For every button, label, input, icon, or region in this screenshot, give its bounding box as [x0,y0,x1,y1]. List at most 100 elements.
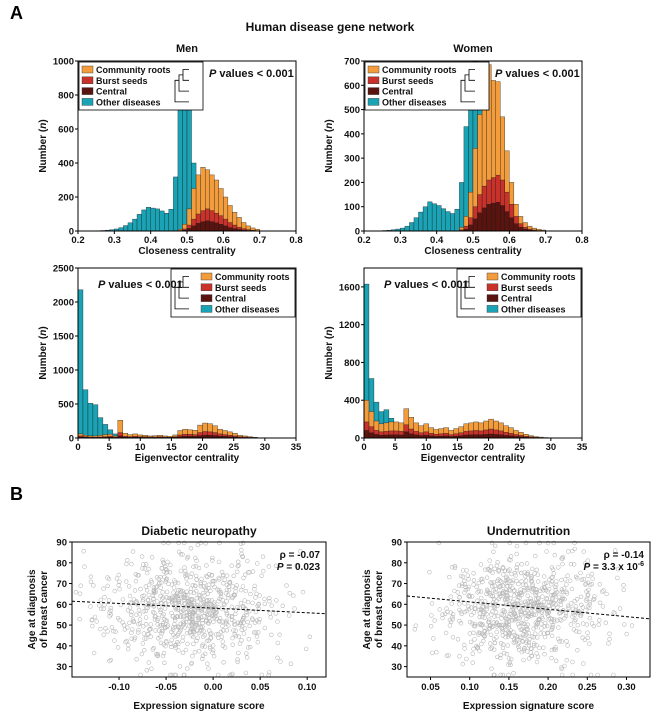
diabetic-neuropathy-point [243,670,249,676]
undernutrition-title: Undernutrition [487,524,570,538]
diabetic-neuropathy-point [130,617,136,622]
undernutrition-point [471,630,476,635]
undernutrition-point [532,631,538,636]
undernutrition-point [506,557,512,562]
women-closeness-xtick-label: 0.5 [466,235,480,246]
undernutrition-point [540,616,545,621]
undernutrition-point [518,611,524,617]
diabetic-neuropathy-point [201,590,206,596]
men-eigenvector-ytick-label: 500 [58,400,74,411]
undernutrition-point [523,640,529,645]
undernutrition-point [488,632,494,638]
undernutrition-point [519,609,524,614]
diabetic-neuropathy-point [192,583,198,588]
diabetic-neuropathy-point [203,541,208,546]
diabetic-neuropathy-point [216,599,221,604]
undernutrition-point [503,578,508,584]
men-closeness-ytick-label: 800 [58,91,74,102]
diabetic-neuropathy-xtick-label: 0.10 [298,682,317,693]
diabetic-neuropathy-point [94,619,99,624]
undernutrition-point [578,594,584,599]
undernutrition-point [516,581,521,587]
diabetic-neuropathy-point [195,542,201,548]
diabetic-neuropathy-point [245,655,250,660]
undernutrition-point [522,599,528,604]
diabetic-neuropathy-point [188,629,193,634]
undernutrition-point [538,631,543,636]
diabetic-neuropathy-point [153,628,158,633]
women-eigenvector-xtick-label: 5 [392,442,398,453]
undernutrition-point [449,601,454,606]
women-closeness-bar [454,208,460,232]
women-closeness-ytick-label: 400 [344,129,360,140]
undernutrition-point [431,636,436,641]
undernutrition-point [578,570,583,576]
diabetic-neuropathy-point [172,578,177,583]
diabetic-neuropathy-point [126,584,132,589]
diabetic-neuropathy-point [190,653,195,659]
diabetic-neuropathy-point [184,576,189,581]
diabetic-neuropathy-point [231,573,236,578]
diabetic-neuropathy-point [199,610,205,615]
women-closeness-pvalue-text: values < 0.001 [502,68,579,80]
men-eigenvector-pvalue-text: values < 0.001 [105,279,182,291]
men-closeness-bar [214,222,219,232]
undernutrition-point [489,612,494,617]
diabetic-neuropathy-point [229,604,235,609]
undernutrition-point [504,587,509,592]
undernutrition-point [528,576,534,581]
undernutrition-point [503,622,509,628]
diabetic-neuropathy-point [73,589,79,595]
men-closeness-bar [132,218,138,232]
diabetic-neuropathy-point [201,604,206,610]
women-eigenvector-legend-swatch [486,283,499,291]
men-closeness-legend-label: Central [96,87,127,97]
diabetic-neuropathy-point [160,622,166,628]
undernutrition-point [515,562,520,567]
undernutrition-point [557,611,562,616]
men-eigenvector-legend-label: Other diseases [215,304,280,314]
diabetic-neuropathy-point [101,586,106,591]
diabetic-neuropathy-xtick-label: -0.05 [155,682,177,693]
diabetic-neuropathy-point [112,588,118,594]
diabetic-neuropathy-point [120,597,126,602]
diabetic-neuropathy-point [191,564,196,569]
undernutrition-point [583,608,588,613]
undernutrition-point [527,637,532,642]
undernutrition-point [476,632,481,637]
diabetic-neuropathy-point [236,634,242,639]
undernutrition-point [611,672,616,678]
undernutrition-point [450,612,456,617]
undernutrition-point [559,587,565,592]
men-eigenvector-ylabel-prefix: Number ( [38,335,49,380]
undernutrition-point [587,641,592,646]
women-closeness-legend-label: Community roots [382,65,457,75]
diabetic-neuropathy-point [159,628,165,634]
diabetic-neuropathy-point [278,659,283,664]
undernutrition-point [504,574,509,579]
women-closeness-legend-label: Other diseases [382,97,447,107]
women-closeness-legend-label: Burst seeds [382,76,434,86]
undernutrition-point [484,606,490,612]
diabetic-neuropathy-point [213,606,218,612]
undernutrition-point [507,540,513,546]
undernutrition-point [470,594,475,599]
undernutrition-point [472,623,478,629]
diabetic-neuropathy-point [120,620,125,625]
undernutrition-point [471,610,477,615]
undernutrition-point [587,600,593,605]
diabetic-neuropathy-point [287,590,292,596]
diabetic-neuropathy-point [143,615,149,620]
women-eigenvector-ylabel-n: n [324,330,335,336]
undernutrition-point [583,598,589,603]
diabetic-neuropathy-point [123,639,128,645]
undernutrition-point [524,561,530,566]
diabetic-neuropathy-point [148,622,154,627]
women-closeness-bar [490,202,496,232]
diabetic-neuropathy-pvalue: P = 0.023 [277,562,321,573]
undernutrition-point [584,622,589,627]
undernutrition-point [534,587,540,593]
undernutrition-point [580,621,586,626]
women-eigenvector-ylabel-prefix: Number ( [324,335,335,380]
